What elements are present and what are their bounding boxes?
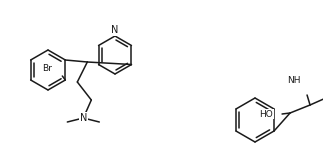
Text: N: N [111, 25, 119, 35]
Text: NH: NH [287, 76, 301, 85]
Text: HO: HO [259, 110, 273, 118]
Text: Br: Br [42, 64, 52, 73]
Text: N: N [80, 113, 87, 123]
